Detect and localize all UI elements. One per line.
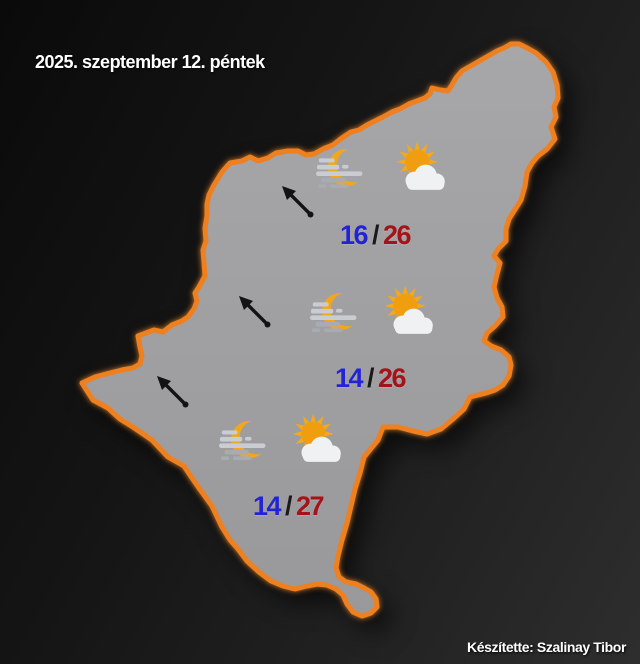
- fog-moon-icon: [219, 420, 266, 461]
- sun-cloud-icon: [384, 285, 433, 334]
- temperature-line: 14/26: [290, 363, 450, 394]
- max-temp: 26: [378, 363, 407, 393]
- wind-arrow-icon: [282, 186, 314, 218]
- credit-label: Készítette: Szalinay Tibor: [467, 639, 626, 655]
- sun-cloud-icon: [292, 413, 341, 462]
- fog-moon-icon: [316, 148, 363, 189]
- temperature-line: 16/26: [295, 220, 455, 251]
- sun-cloud-icon: [396, 141, 445, 190]
- temp-separator: /: [371, 220, 380, 250]
- min-temp: 14: [252, 491, 282, 521]
- wind-arrow-icon: [157, 376, 189, 408]
- temperature-line: 14/27: [208, 491, 368, 522]
- temp-separator: /: [366, 363, 375, 393]
- wind-arrow-icon: [239, 296, 271, 328]
- fog-moon-icon: [310, 292, 357, 333]
- max-temp: 26: [383, 220, 412, 250]
- min-temp: 14: [334, 363, 364, 393]
- temp-separator: /: [284, 491, 293, 521]
- date-label: 2025. szeptember 12. péntek: [35, 52, 265, 72]
- max-temp: 27: [296, 491, 325, 521]
- min-temp: 16: [339, 220, 369, 250]
